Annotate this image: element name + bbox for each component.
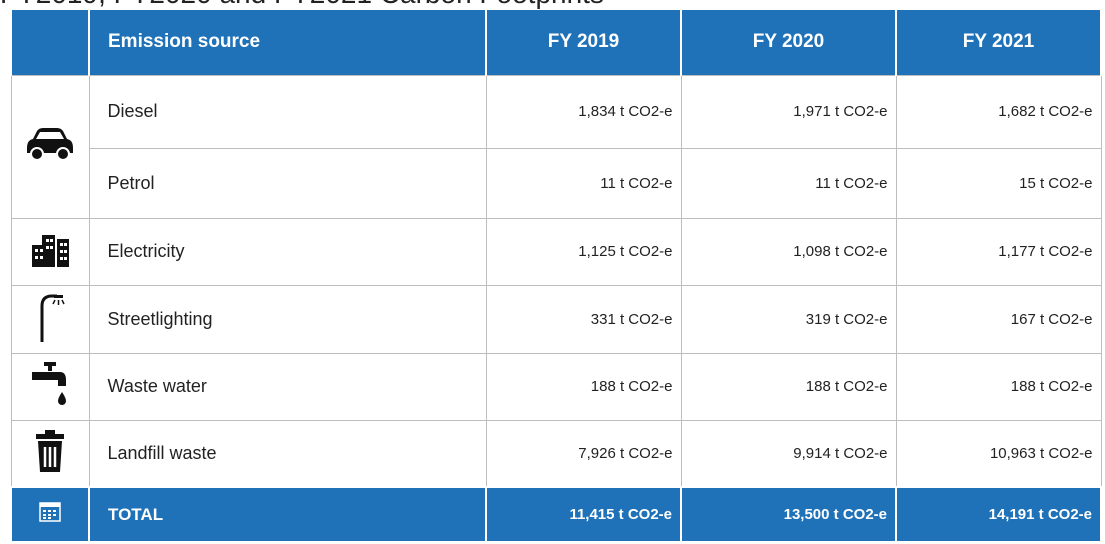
total-label: TOTAL (88, 486, 487, 543)
source-cell: Streetlighting (88, 284, 487, 354)
value-cell: 167 t CO2-e (895, 284, 1102, 354)
car-icon (10, 74, 90, 219)
total-value: 14,191 t CO2-e (895, 486, 1102, 543)
header-cell: FY 2021 (895, 10, 1102, 75)
value-cell: 11 t CO2-e (680, 147, 897, 219)
emissions-table: Emission source FY 2019 FY 2020 FY 2021 … (10, 10, 1102, 543)
value-cell: 331 t CO2-e (485, 284, 682, 354)
total-row: TOTAL 11,415 t CO2-e 13,500 t CO2-e 14,1… (10, 486, 1102, 543)
value-cell: 9,914 t CO2-e (680, 419, 897, 488)
building-icon (10, 217, 90, 286)
value-cell: 11 t CO2-e (485, 147, 682, 219)
header-cell: Emission source (88, 10, 487, 75)
bin-icon (10, 419, 90, 488)
value-cell: 1,125 t CO2-e (485, 217, 682, 286)
icon-header (10, 10, 90, 75)
value-cell: 1,682 t CO2-e (895, 74, 1102, 149)
value-cell: 15 t CO2-e (895, 147, 1102, 219)
value-cell: 188 t CO2-e (680, 352, 897, 421)
header-cell: FY 2019 (485, 10, 682, 75)
value-cell: 1,177 t CO2-e (895, 217, 1102, 286)
row: Landfill waste 7,926 t CO2-e 9,914 t CO2… (10, 419, 1102, 488)
streetlight-icon (10, 284, 90, 354)
value-cell: 1,971 t CO2-e (680, 74, 897, 149)
value-cell: 1,834 t CO2-e (485, 74, 682, 149)
source-cell: Waste water (88, 352, 487, 421)
header-cell: FY 2020 (680, 10, 897, 75)
value-cell: 1,098 t CO2-e (680, 217, 897, 286)
source-cell: Petrol (88, 147, 487, 219)
source-cell: Diesel (88, 74, 487, 149)
source-cell: Electricity (88, 217, 487, 286)
value-cell: 188 t CO2-e (485, 352, 682, 421)
value-cell: 7,926 t CO2-e (485, 419, 682, 488)
row: Petrol 11 t CO2-e 11 t CO2-e 15 t CO2-e (11, 147, 1102, 219)
row: Waste water 188 t CO2-e 188 t CO2-e 188 … (10, 352, 1102, 421)
row: Electricity 1,125 t CO2-e 1,098 t CO2-e … (10, 217, 1102, 286)
total-value: 13,500 t CO2-e (680, 486, 897, 543)
row: Streetlighting 331 t CO2-e 319 t CO2-e 1… (10, 284, 1102, 354)
value-cell: 10,963 t CO2-e (895, 419, 1102, 488)
header-row: Emission source FY 2019 FY 2020 FY 2021 (10, 10, 1102, 75)
row: Diesel 1,834 t CO2-e 1,971 t CO2-e 1,682… (10, 74, 1102, 219)
calendar-icon (10, 486, 90, 543)
tap-icon (10, 352, 90, 421)
total-value: 11,415 t CO2-e (485, 486, 682, 543)
value-cell: 188 t CO2-e (895, 352, 1102, 421)
value-cell: 319 t CO2-e (680, 284, 897, 354)
source-cell: Landfill waste (88, 419, 487, 488)
